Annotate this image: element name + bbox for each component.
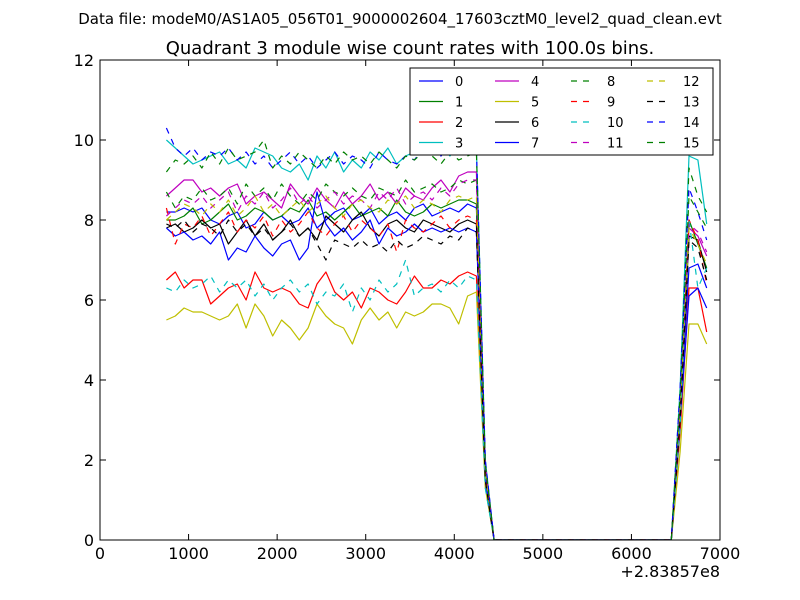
legend-label-9: 9 [607, 96, 615, 111]
series-line-4 [165, 171, 708, 540]
x-tick-label: 5000 [522, 544, 563, 563]
x-offset-label: +2.83857e8 [620, 562, 720, 581]
series-line-5 [166, 291, 708, 540]
legend-label-11: 11 [607, 137, 624, 152]
series-line-8 [165, 167, 708, 540]
legend-label-10: 10 [607, 116, 624, 131]
suptitle: Data file: modeM0/AS1A05_056T01_90000026… [78, 10, 722, 29]
series-line-15 [165, 139, 708, 540]
series-line-11 [165, 179, 708, 540]
chart-title: Quadrant 3 module wise count rates with … [166, 38, 655, 59]
legend-label-6: 6 [531, 116, 539, 131]
x-tick-label: 2000 [257, 544, 298, 563]
legend-label-12: 12 [683, 75, 700, 90]
x-tick-label: 7000 [700, 544, 741, 563]
series-line-9 [165, 207, 708, 540]
series-line-14 [165, 127, 708, 540]
y-tick-label: 0 [84, 531, 94, 550]
y-tick-label: 12 [74, 51, 94, 70]
x-tick-label: 4000 [434, 544, 475, 563]
series-line-2 [165, 271, 708, 540]
legend-label-1: 1 [455, 96, 463, 111]
series-line-6 [166, 211, 708, 540]
legend-box [409, 67, 714, 156]
x-tick-label: 3000 [345, 544, 386, 563]
y-tick-label: 2 [84, 451, 94, 470]
x-tick-label: 1000 [168, 544, 209, 563]
legend-label-8: 8 [607, 75, 615, 90]
legend-label-14: 14 [683, 116, 700, 131]
legend-label-0: 0 [455, 75, 463, 90]
legend-label-3: 3 [455, 137, 463, 152]
y-tick-label: 6 [84, 291, 94, 310]
legend-label-13: 13 [683, 96, 700, 111]
series-line-1 [166, 199, 708, 540]
legend-label-2: 2 [455, 116, 463, 131]
series-line-13 [166, 219, 708, 540]
series-line-7 [165, 191, 708, 540]
y-tick-label: 8 [84, 211, 94, 230]
x-tick-label: 6000 [611, 544, 652, 563]
y-tick-label: 4 [84, 371, 94, 390]
series-line-10 [166, 219, 708, 540]
legend-label-5: 5 [531, 96, 539, 111]
series-line-12 [165, 195, 708, 540]
y-tick-label: 10 [74, 131, 94, 150]
plot-area [165, 127, 708, 540]
legend-label-7: 7 [531, 137, 539, 152]
series-line-0 [166, 203, 708, 540]
legend-label-15: 15 [683, 137, 700, 152]
x-tick-label: 0 [95, 544, 105, 563]
legend-label-4: 4 [531, 75, 539, 90]
